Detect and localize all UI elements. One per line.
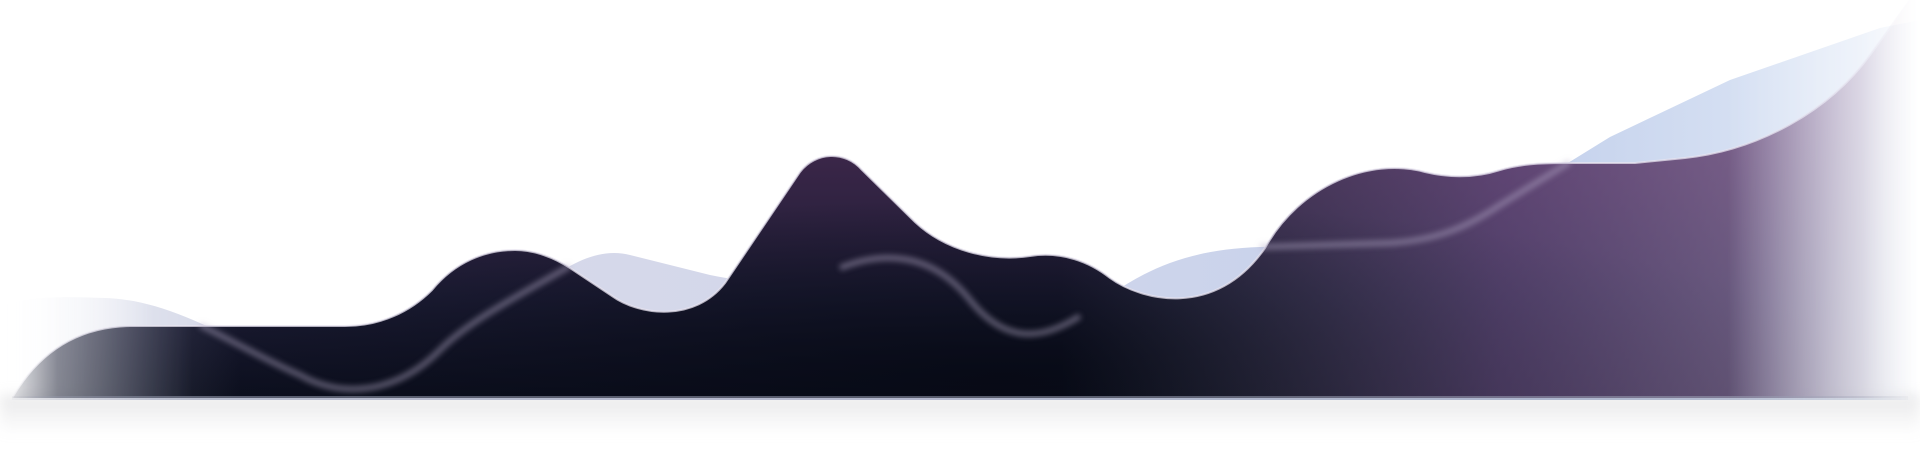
ground-shadow	[0, 395, 1920, 435]
front-wave	[11, 0, 1920, 399]
ridge-line	[198, 159, 1572, 393]
baseline	[12, 396, 1908, 400]
